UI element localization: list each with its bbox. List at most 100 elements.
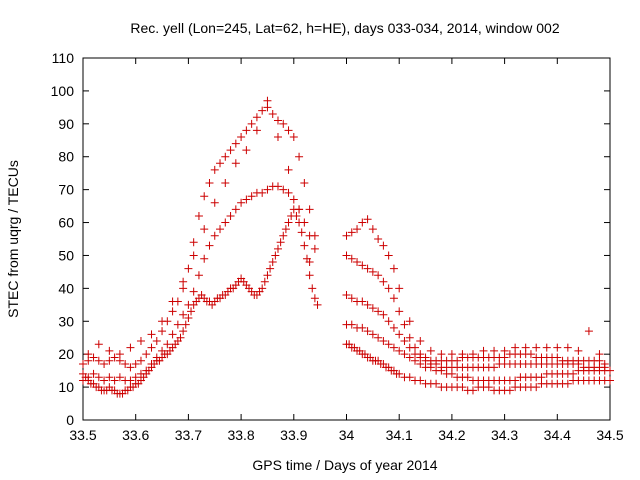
data-point bbox=[105, 346, 114, 355]
data-point bbox=[89, 353, 98, 362]
data-point bbox=[342, 231, 351, 240]
data-point bbox=[600, 360, 609, 369]
data-point bbox=[200, 254, 209, 263]
data-point bbox=[200, 225, 209, 234]
data-point bbox=[379, 277, 388, 286]
data-point bbox=[368, 225, 377, 234]
data-point bbox=[110, 376, 119, 385]
data-point bbox=[181, 320, 190, 329]
data-point bbox=[194, 271, 203, 280]
data-point bbox=[405, 317, 414, 326]
data-point bbox=[252, 113, 261, 122]
data-point bbox=[79, 360, 87, 369]
data-point bbox=[121, 360, 130, 369]
data-point bbox=[295, 205, 304, 214]
data-point bbox=[532, 383, 541, 392]
data-point bbox=[384, 251, 393, 260]
x-tick-label: 33.6 bbox=[122, 427, 149, 443]
data-point bbox=[79, 369, 87, 378]
data-point bbox=[421, 353, 430, 362]
data-point bbox=[284, 165, 293, 174]
data-point bbox=[184, 264, 193, 273]
data-point bbox=[310, 231, 319, 240]
data-point bbox=[400, 320, 409, 329]
x-tick-label: 33.9 bbox=[280, 427, 307, 443]
data-point bbox=[405, 353, 414, 362]
data-point bbox=[389, 294, 398, 303]
data-point bbox=[273, 244, 282, 253]
data-point bbox=[347, 254, 356, 263]
data-point bbox=[363, 300, 372, 309]
data-point bbox=[271, 251, 280, 260]
data-point bbox=[131, 373, 140, 382]
data-point bbox=[347, 320, 356, 329]
data-point bbox=[273, 182, 282, 191]
data-point bbox=[131, 360, 140, 369]
data-point bbox=[152, 353, 161, 362]
data-point bbox=[136, 356, 145, 365]
data-point bbox=[258, 284, 267, 293]
data-point bbox=[231, 139, 240, 148]
data-point bbox=[289, 132, 298, 141]
x-tick-label: 33.8 bbox=[227, 427, 254, 443]
data-point bbox=[189, 287, 198, 296]
data-point bbox=[606, 376, 614, 385]
data-point bbox=[289, 195, 298, 204]
data-point bbox=[194, 211, 203, 220]
data-point bbox=[210, 198, 219, 207]
data-point bbox=[273, 116, 282, 125]
data-point bbox=[279, 119, 288, 128]
data-point bbox=[105, 356, 114, 365]
x-tick-label: 34.1 bbox=[386, 427, 413, 443]
data-point bbox=[187, 307, 196, 316]
data-point bbox=[231, 205, 240, 214]
data-point bbox=[266, 264, 275, 273]
y-tick-label: 60 bbox=[58, 215, 74, 231]
data-point bbox=[200, 192, 209, 201]
data-point bbox=[347, 294, 356, 303]
data-point bbox=[247, 192, 256, 201]
x-tick-label: 34.5 bbox=[596, 427, 623, 443]
data-point bbox=[416, 337, 425, 346]
data-point bbox=[426, 346, 435, 355]
data-point bbox=[226, 211, 235, 220]
plot-area: 33.5 33.6 33.7 33.8 33.9 34 34.1 34.2 34.3 34.4 34… bbox=[51, 50, 624, 443]
x-axis-tick-labels: 33.5 33.6 33.7 33.8 33.9 34 34.1 34.2 34.3 34.4 34… bbox=[69, 427, 623, 443]
data-point bbox=[468, 350, 477, 359]
data-point bbox=[363, 327, 372, 336]
data-point bbox=[358, 218, 367, 227]
x-tick-label: 34 bbox=[339, 427, 355, 443]
data-point bbox=[379, 241, 388, 250]
data-point bbox=[152, 337, 161, 346]
data-point bbox=[400, 337, 409, 346]
data-point bbox=[305, 205, 314, 214]
data-point bbox=[384, 317, 393, 326]
x-tick-label: 34.4 bbox=[544, 427, 571, 443]
data-point bbox=[279, 231, 288, 240]
data-point bbox=[300, 179, 309, 188]
data-point bbox=[136, 369, 145, 378]
x-tick-label: 34.3 bbox=[491, 427, 518, 443]
data-point bbox=[276, 238, 285, 247]
data-point bbox=[231, 159, 240, 168]
data-point bbox=[458, 383, 467, 392]
data-point bbox=[358, 323, 367, 332]
data-point bbox=[158, 346, 167, 355]
data-point bbox=[136, 337, 145, 346]
data-point bbox=[411, 343, 420, 352]
data-point bbox=[379, 310, 388, 319]
data-point bbox=[179, 327, 188, 336]
data-point bbox=[163, 340, 172, 349]
data-point bbox=[342, 290, 351, 299]
data-point bbox=[416, 350, 425, 359]
data-point bbox=[374, 307, 383, 316]
data-point bbox=[374, 271, 383, 280]
data-point bbox=[242, 126, 251, 135]
data-point bbox=[237, 198, 246, 207]
data-point bbox=[368, 267, 377, 276]
data-point bbox=[368, 330, 377, 339]
data-point bbox=[110, 353, 119, 362]
data-point bbox=[368, 304, 377, 313]
data-point bbox=[126, 343, 135, 352]
